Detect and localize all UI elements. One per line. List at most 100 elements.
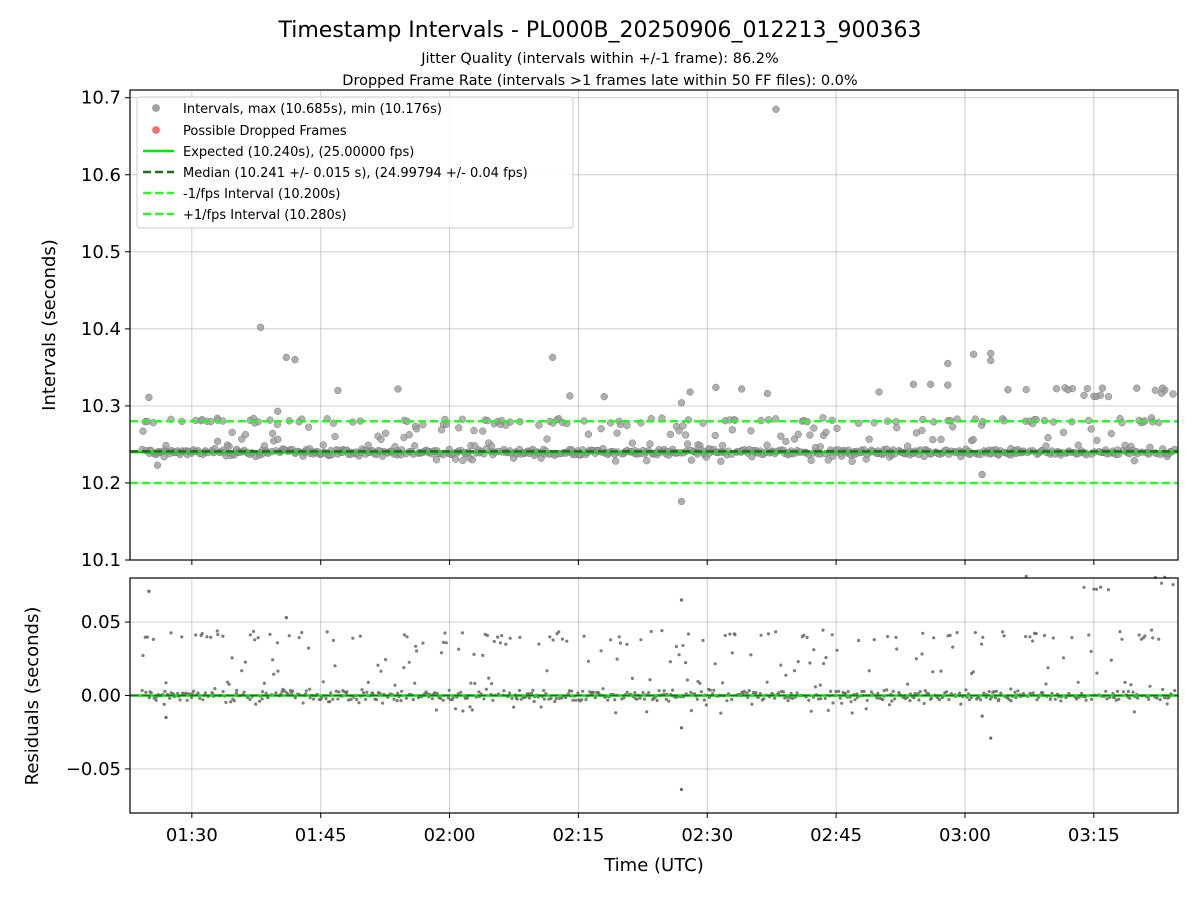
residual-point bbox=[163, 689, 167, 694]
residual-point bbox=[695, 697, 699, 701]
residual-point bbox=[779, 663, 783, 667]
residual-point bbox=[324, 696, 328, 701]
residual-point bbox=[549, 696, 553, 701]
interval-outlier-point bbox=[987, 356, 995, 365]
residual-point bbox=[434, 708, 438, 712]
figure-title: Timestamp Intervals - PL000B_20250906_01… bbox=[278, 18, 922, 43]
residual-point bbox=[912, 696, 916, 700]
interval-point bbox=[451, 455, 460, 463]
residual-point bbox=[625, 690, 629, 694]
residuals-y-axis-label: Residuals (seconds) bbox=[22, 607, 43, 786]
interval-outlier-point bbox=[944, 359, 952, 368]
residual-point bbox=[999, 691, 1003, 695]
residual-point bbox=[532, 699, 536, 704]
residual-point bbox=[293, 696, 297, 700]
residual-point bbox=[938, 698, 942, 702]
residual-point bbox=[485, 633, 489, 638]
residual-point bbox=[792, 669, 797, 673]
y-tick-label: 10.5 bbox=[81, 242, 121, 263]
residual-point bbox=[689, 690, 693, 695]
residual-point bbox=[615, 657, 619, 661]
residual-point bbox=[802, 633, 806, 637]
residual-point bbox=[742, 689, 746, 693]
residual-point bbox=[395, 699, 399, 703]
residual-point bbox=[337, 690, 341, 694]
residual-point bbox=[846, 690, 850, 694]
residual-point bbox=[981, 635, 985, 640]
residual-point bbox=[837, 689, 841, 694]
residual-point bbox=[347, 698, 351, 702]
residual-point bbox=[457, 647, 461, 651]
residual-point bbox=[992, 690, 996, 694]
residual-point bbox=[542, 697, 547, 701]
residual-point bbox=[830, 633, 834, 637]
residual-point bbox=[1016, 689, 1020, 693]
interval-point bbox=[1042, 442, 1050, 450]
residual-point bbox=[152, 696, 156, 700]
interval-point bbox=[1096, 391, 1105, 399]
residual-point bbox=[807, 698, 811, 702]
interval-point bbox=[543, 435, 551, 443]
residual-point bbox=[149, 691, 153, 695]
residual-point bbox=[274, 691, 278, 695]
interval-point bbox=[1104, 392, 1113, 401]
residual-point bbox=[973, 631, 977, 635]
residual-point bbox=[1137, 633, 1141, 637]
residual-point bbox=[831, 701, 835, 705]
interval-outlier-point bbox=[213, 437, 222, 445]
residual-point bbox=[304, 689, 308, 693]
residual-point bbox=[1114, 698, 1118, 702]
legend-label-dropped-frames: Possible Dropped Frames bbox=[183, 124, 347, 139]
residual-point bbox=[414, 644, 418, 648]
residual-point bbox=[1031, 691, 1035, 695]
residual-point bbox=[813, 685, 818, 689]
residual-point bbox=[1120, 637, 1124, 641]
interval-point bbox=[1080, 391, 1088, 400]
residual-point bbox=[205, 635, 209, 639]
residual-point bbox=[362, 691, 366, 695]
residual-point bbox=[777, 691, 781, 695]
residual-point bbox=[593, 696, 597, 700]
interval-point bbox=[643, 457, 651, 465]
residual-point bbox=[492, 639, 496, 644]
residual-point bbox=[824, 656, 828, 660]
residual-point bbox=[321, 680, 325, 684]
residual-point bbox=[224, 700, 228, 705]
residual-point bbox=[959, 702, 963, 706]
residual-point bbox=[230, 656, 234, 660]
residual-point bbox=[630, 676, 635, 681]
residual-point bbox=[808, 661, 812, 665]
residual-point bbox=[766, 632, 771, 636]
residual-point bbox=[325, 630, 329, 634]
residual-point bbox=[307, 646, 311, 650]
residual-point bbox=[1117, 697, 1121, 701]
residual-point bbox=[1171, 583, 1175, 587]
residual-point bbox=[648, 678, 652, 682]
residual-point bbox=[826, 708, 830, 713]
interval-outlier-point bbox=[712, 383, 720, 392]
residual-point bbox=[565, 639, 569, 643]
residual-point bbox=[979, 698, 983, 702]
residual-point bbox=[537, 642, 541, 646]
residual-point bbox=[221, 690, 225, 694]
y-tick-label: 10.7 bbox=[81, 88, 121, 109]
residual-point bbox=[490, 682, 494, 686]
residual-point bbox=[1001, 630, 1005, 634]
interval-point bbox=[782, 437, 790, 446]
interval-point bbox=[228, 428, 236, 437]
residual-point bbox=[396, 691, 400, 695]
residuals-y-ticks: −0.05 0.00 0.05 bbox=[66, 612, 130, 780]
residual-point bbox=[655, 698, 659, 703]
residual-point bbox=[402, 666, 406, 670]
residual-point bbox=[357, 701, 361, 705]
residual-point bbox=[1014, 696, 1018, 700]
interval-point bbox=[1059, 428, 1068, 437]
residual-point bbox=[875, 696, 879, 700]
residual-point bbox=[482, 697, 486, 701]
interval-point bbox=[807, 456, 815, 465]
residual-point bbox=[1157, 637, 1161, 641]
residual-point bbox=[786, 699, 790, 703]
interval-point bbox=[747, 427, 755, 435]
legend-marker-dropped-frames bbox=[152, 126, 160, 134]
